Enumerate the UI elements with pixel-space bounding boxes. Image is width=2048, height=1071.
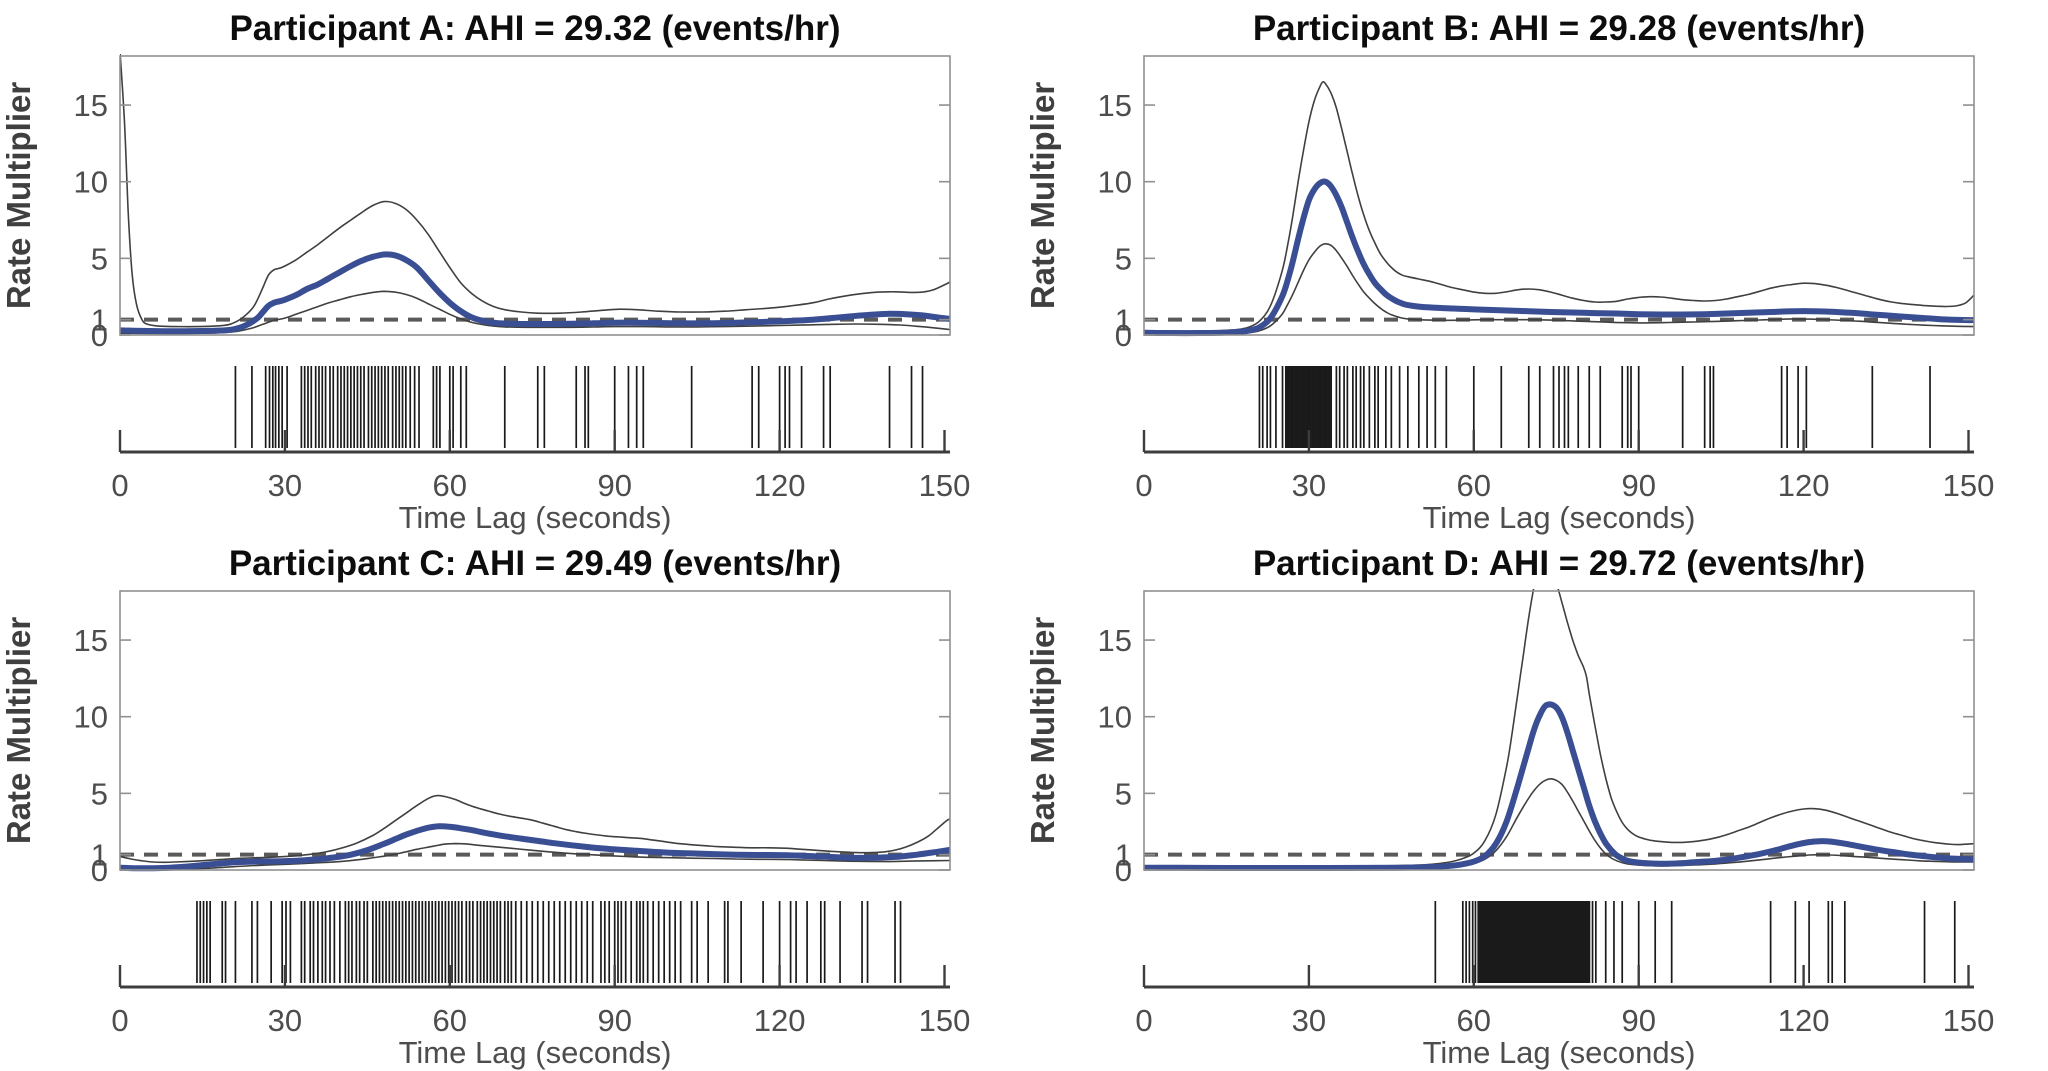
y-tick-label: 15 xyxy=(74,623,108,658)
x-tick-label: 30 xyxy=(1292,1003,1326,1038)
lower-confidence-bound-line xyxy=(1144,242,1974,335)
axes-box xyxy=(119,55,951,336)
axes-box xyxy=(1143,55,1975,336)
panel-title: Participant D: AHI = 29.72 (events/hr) xyxy=(1253,544,1865,583)
panel-title: Participant C: AHI = 29.49 (events/hr) xyxy=(229,544,841,583)
x-tick-label: 30 xyxy=(1292,468,1326,503)
x-tick-label: 150 xyxy=(1943,1003,1995,1038)
curves-group xyxy=(1144,589,1974,871)
estimate-line xyxy=(1144,178,1974,337)
participant-panel-a: 0 1 5 10 15 0 30 60 90 120 150 Participant A: AHI =… xyxy=(0,0,1024,535)
curves-group xyxy=(120,54,950,335)
y-tick-label: 10 xyxy=(1098,700,1132,735)
participant-panel-b: 0 1 5 10 15 0 30 60 90 120 150 Participant B: AHI =… xyxy=(1024,0,2048,535)
y-tick-label: 15 xyxy=(1098,623,1132,658)
estimate-line xyxy=(120,251,950,335)
panel-title: Participant A: AHI = 29.32 (events/hr) xyxy=(229,9,840,48)
upper-confidence-bound-line xyxy=(1144,81,1974,333)
x-tick-label: 0 xyxy=(111,468,128,503)
y-tick-label: 1 xyxy=(1115,838,1132,873)
x-tick-label: 30 xyxy=(268,468,302,503)
y-tick-label: 0 xyxy=(1115,853,1132,888)
curves-group xyxy=(120,794,950,872)
y-tick-label: 10 xyxy=(74,165,108,200)
y-axis-label: Rate Multiplier xyxy=(1024,82,1061,310)
panel-title: Participant B: AHI = 29.28 (events/hr) xyxy=(1253,9,1865,48)
y-tick-label: 5 xyxy=(1115,776,1132,811)
x-axis-label: Time Lag (seconds) xyxy=(399,500,672,535)
event-rug xyxy=(1258,366,1931,448)
estimate-line xyxy=(120,823,950,872)
plot-area xyxy=(120,591,950,870)
x-tick-label: 90 xyxy=(597,468,631,503)
plot-area xyxy=(1144,591,1974,870)
plot-area xyxy=(120,56,950,335)
y-tick-label: 5 xyxy=(91,776,108,811)
y-axis-label: Rate Multiplier xyxy=(0,82,37,310)
x-axis-label: Time Lag (seconds) xyxy=(1423,500,1696,535)
x-tick-label: 0 xyxy=(111,1003,128,1038)
x-tick-label: 120 xyxy=(1778,1003,1830,1038)
lower-confidence-bound-line xyxy=(120,842,950,871)
y-tick-label: 1 xyxy=(91,303,108,338)
participant-panel-d: 0 1 5 10 15 0 30 60 90 120 150 Participant D: AHI =… xyxy=(1024,535,2048,1070)
upper-confidence-bound-line xyxy=(120,794,950,864)
upper-confidence-bound-line xyxy=(120,54,950,328)
x-tick-label: 30 xyxy=(268,1003,302,1038)
y-tick-label: 0 xyxy=(91,853,108,888)
y-tick-label: 5 xyxy=(1115,241,1132,276)
y-axis-label: Rate Multiplier xyxy=(0,617,37,845)
x-tick-label: 90 xyxy=(1621,1003,1655,1038)
event-rug xyxy=(196,901,902,983)
event-rug xyxy=(234,366,924,448)
participant-panel-c: 0 1 5 10 15 0 30 60 90 120 150 Participant C: AHI =… xyxy=(0,535,1024,1070)
x-tick-label: 120 xyxy=(754,1003,806,1038)
y-tick-label: 0 xyxy=(91,318,108,353)
x-tick-label: 60 xyxy=(1457,468,1491,503)
x-axis-label: Time Lag (seconds) xyxy=(1423,1035,1696,1070)
x-tick-label: 60 xyxy=(433,1003,467,1038)
event-rug xyxy=(1434,901,1956,983)
x-tick-label: 60 xyxy=(1457,1003,1491,1038)
x-tick-label: 0 xyxy=(1135,468,1152,503)
y-tick-label: 15 xyxy=(74,88,108,123)
upper-confidence-bound-line xyxy=(1144,589,1974,868)
y-tick-label: 10 xyxy=(1098,165,1132,200)
y-tick-label: 15 xyxy=(1098,88,1132,123)
plot-area xyxy=(1144,56,1974,335)
y-axis-label: Rate Multiplier xyxy=(1024,617,1061,845)
x-axis-label: Time Lag (seconds) xyxy=(399,1035,672,1070)
x-tick-label: 150 xyxy=(919,1003,971,1038)
x-tick-label: 90 xyxy=(597,1003,631,1038)
x-tick-label: 90 xyxy=(1621,468,1655,503)
x-tick-label: 120 xyxy=(1778,468,1830,503)
y-tick-label: 0 xyxy=(1115,318,1132,353)
estimate-line xyxy=(1144,701,1974,871)
axes-box xyxy=(119,590,951,871)
x-tick-label: 120 xyxy=(754,468,806,503)
x-tick-label: 60 xyxy=(433,468,467,503)
x-tick-label: 150 xyxy=(919,468,971,503)
y-tick-label: 1 xyxy=(91,838,108,873)
curves-group xyxy=(1144,81,1974,337)
x-tick-label: 0 xyxy=(1135,1003,1152,1038)
lower-confidence-bound-line xyxy=(120,290,950,335)
axes-box xyxy=(1143,590,1975,871)
y-tick-label: 5 xyxy=(91,241,108,276)
x-tick-label: 150 xyxy=(1943,468,1995,503)
y-tick-label: 1 xyxy=(1115,303,1132,338)
y-tick-label: 10 xyxy=(74,700,108,735)
